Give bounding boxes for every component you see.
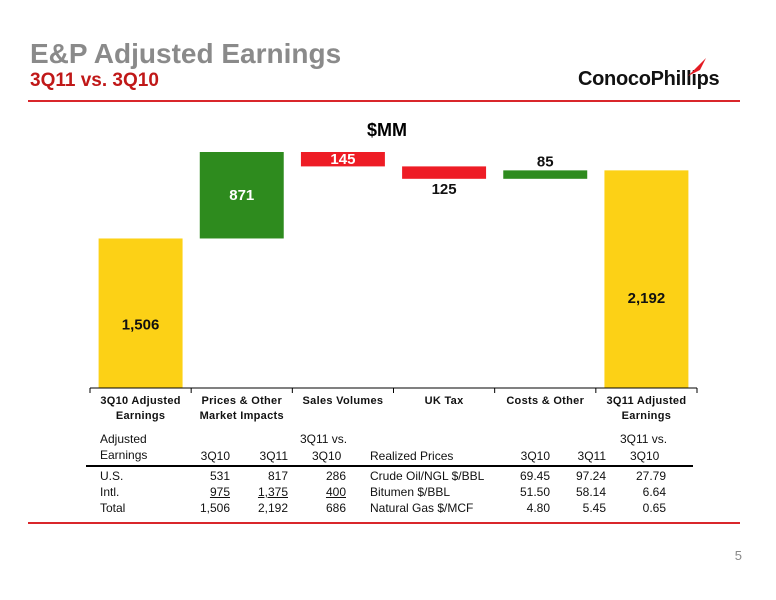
header-divider <box>28 100 740 102</box>
waterfall-bar <box>503 170 588 179</box>
bar-value-label: 85 <box>537 153 554 170</box>
waterfall-bar <box>199 152 284 239</box>
company-logo: ConocoPhillips <box>578 58 720 94</box>
waterfall-bar <box>300 152 385 167</box>
bar-value-label: 871 <box>229 187 254 204</box>
page-number: 5 <box>734 548 742 563</box>
x-tick-label: Market Impacts <box>200 410 284 422</box>
logo-text: ConocoPhillips <box>578 67 720 90</box>
bar-value-label: 1,506 <box>122 317 160 334</box>
page-title: E&P Adjusted Earnings <box>30 38 342 69</box>
waterfall-bar <box>604 170 689 388</box>
x-tick-label: Costs & Other <box>506 395 584 407</box>
x-tick-label: Prices & Other <box>201 395 282 407</box>
x-tick-label: Earnings <box>116 410 165 422</box>
footer-divider <box>28 522 740 524</box>
waterfall-bar <box>98 238 183 388</box>
chart-title: $MM <box>367 120 407 140</box>
bar-value-label: 125 <box>432 181 457 198</box>
page-subtitle: 3Q11 vs. 3Q10 <box>30 70 159 91</box>
x-tick-label: Earnings <box>622 410 671 422</box>
bar-value-label: 2,192 <box>628 290 666 307</box>
x-tick-label: Sales Volumes <box>303 395 384 407</box>
x-tick-label: UK Tax <box>425 395 464 407</box>
bar-value-label: 145 <box>330 151 355 168</box>
x-tick-label: 3Q11 Adjusted <box>606 395 686 407</box>
x-tick-label: 3Q10 Adjusted <box>100 395 181 407</box>
waterfall-bar <box>402 166 487 179</box>
logo-mark-icon <box>688 58 706 76</box>
